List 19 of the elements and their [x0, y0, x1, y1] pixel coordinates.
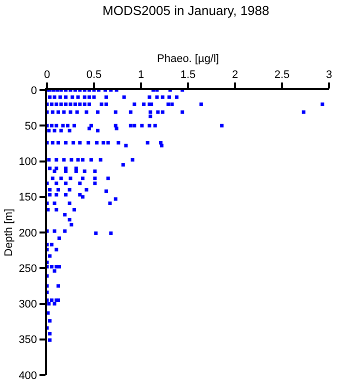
x-axis-title: Phaeo. [µg/l]: [157, 53, 219, 65]
y-tick-label: 300: [18, 298, 38, 311]
x-tick-label: 0.5: [86, 68, 102, 81]
x-tick-label: 1: [138, 68, 144, 81]
y-tick-label: 0: [30, 84, 38, 97]
x-tick-label: 2.5: [274, 68, 290, 81]
chart-title: MODS2005 in January, 1988: [102, 2, 270, 18]
y-tick-label: 350: [18, 334, 38, 346]
y-tick-label: 100: [18, 156, 38, 168]
y-tick-label: 250: [18, 262, 38, 275]
x-tick-label: 1.5: [180, 68, 196, 81]
x-tick-label: 2: [232, 68, 238, 81]
y-tick-label: 50: [24, 120, 38, 132]
y-axis-title: Depth [m]: [2, 208, 15, 256]
x-tick-label: 3: [326, 68, 332, 81]
y-tick-label: 150: [18, 192, 38, 204]
y-tick-label: 400: [18, 370, 38, 382]
y-tick-label: 200: [18, 227, 38, 240]
x-tick-label: 0: [44, 68, 50, 81]
